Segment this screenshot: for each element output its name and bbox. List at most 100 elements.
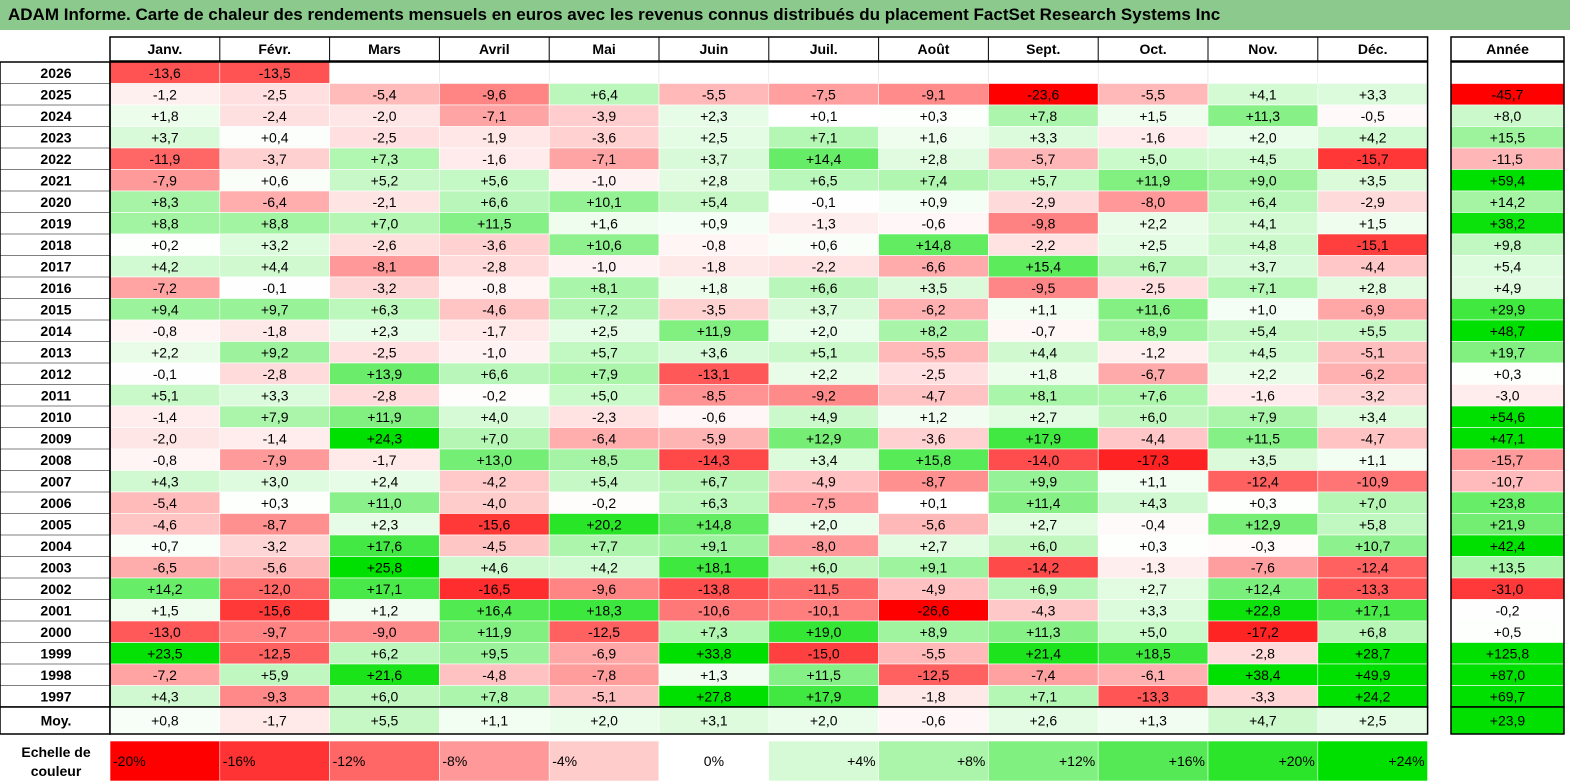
cell-value: -13,6: [149, 65, 181, 81]
average-cell: [988, 706, 1099, 735]
cell-value: +2,7: [1029, 516, 1057, 532]
cell-value: -1,3: [1141, 559, 1165, 575]
cell-value: -16,5: [478, 581, 510, 597]
cell-value: +6,3: [371, 301, 399, 317]
cell-value: -1,9: [482, 129, 506, 145]
cell-value: +11,3: [1246, 108, 1281, 124]
cell-value: -6,4: [263, 194, 287, 210]
cell-value: -7,4: [1031, 667, 1055, 683]
cell-value: -13,3: [1137, 688, 1169, 704]
cell-value: -6,2: [921, 301, 945, 317]
cell-value: -9,0: [372, 624, 396, 640]
column-header: Mars: [368, 41, 401, 57]
cell-value: +11,4: [1026, 495, 1061, 511]
cell-value: -0,6: [921, 215, 945, 231]
cell-value: -9,1: [921, 86, 945, 102]
cell-value: +3,7: [151, 129, 179, 145]
cell-value: +7,6: [1139, 387, 1167, 403]
cell-value: +5,1: [810, 344, 838, 360]
cell-value: -0,8: [482, 280, 506, 296]
cell-value: -2,0: [153, 430, 177, 446]
cell-value: +0,6: [261, 172, 289, 188]
cell-value: -17,3: [1137, 452, 1169, 468]
cell-value: -2,0: [372, 108, 396, 124]
year-value: +38,2: [1490, 215, 1526, 231]
cell-value: +3,4: [810, 452, 838, 468]
row-label: 2026: [40, 65, 71, 81]
cell-value: -0,6: [702, 409, 726, 425]
cell-value: +23,5: [147, 645, 183, 661]
cell-value: +6,4: [590, 86, 618, 102]
cell-value: +17,1: [1355, 602, 1391, 618]
cell-value: -0,7: [1031, 323, 1055, 339]
year-value: +19,7: [1490, 344, 1526, 360]
cell-value: +3,6: [700, 344, 728, 360]
cell-value: -2,9: [1031, 194, 1055, 210]
cell-value: +2,0: [810, 516, 838, 532]
year-value: +29,9: [1490, 301, 1526, 317]
cell-value: -4,4: [1361, 258, 1385, 274]
cell-value: +6,3: [700, 495, 728, 511]
cell-value: -1,2: [153, 86, 177, 102]
average-value: +2,5: [1359, 713, 1387, 729]
cell-value: +2,8: [920, 151, 948, 167]
cell-value: -3,6: [921, 430, 945, 446]
cell-value: +2,2: [151, 344, 179, 360]
cell-value: -4,7: [921, 387, 945, 403]
cell-value: -8,0: [1141, 194, 1165, 210]
cell-value: -7,9: [263, 452, 287, 468]
row-label: 2011: [41, 387, 72, 403]
cell-value: +5,7: [590, 344, 618, 360]
cell-value: +0,9: [700, 215, 728, 231]
cell-value: -3,3: [1251, 688, 1275, 704]
cell-value: +5,2: [371, 172, 399, 188]
cell-value: +15,8: [916, 452, 952, 468]
average-value: +5,5: [371, 713, 399, 729]
row-label: 2012: [40, 366, 71, 382]
cell-value: -13,1: [698, 366, 730, 382]
average-value: +4,7: [1249, 713, 1277, 729]
cell-value: +0,3: [1249, 495, 1277, 511]
cell-value: +11,9: [477, 624, 512, 640]
column-header: Janv.: [148, 41, 183, 57]
cell-value: -12,0: [259, 581, 291, 597]
cell-value: +0,2: [151, 237, 179, 253]
cell-value: -0,3: [1251, 538, 1275, 554]
cell-value: -15,7: [1357, 151, 1389, 167]
cell-value: -4,6: [482, 301, 506, 317]
year-value: -3,0: [1495, 387, 1519, 403]
cell-value: -12,5: [918, 667, 950, 683]
cell-value: +11,3: [1026, 624, 1061, 640]
cell-value: -12,4: [1357, 559, 1389, 575]
row-label: 2020: [40, 194, 71, 210]
scale-swatch: [219, 740, 330, 782]
cell-value: +17,1: [367, 581, 403, 597]
cell-value: +1,1: [1029, 301, 1057, 317]
average-cell: [329, 706, 440, 735]
empty-cell: [988, 61, 1099, 84]
cell-value: +2,7: [920, 538, 948, 554]
scale-swatch: [548, 740, 660, 782]
cell-value: -13,0: [149, 624, 181, 640]
cell-value: -3,6: [592, 129, 616, 145]
cell-value: -1,8: [263, 323, 287, 339]
cell-value: +8,1: [590, 280, 618, 296]
cell-value: -2,5: [372, 344, 396, 360]
cell-value: +11,9: [1136, 172, 1171, 188]
scale-swatch: [109, 740, 221, 782]
average-value: -0,6: [921, 713, 945, 729]
average-value: +1,1: [480, 713, 508, 729]
column-header: Mai: [592, 41, 615, 57]
cell-value: -9,2: [812, 387, 836, 403]
cell-value: -3,2: [263, 538, 287, 554]
cell-value: +12,4: [1245, 581, 1281, 597]
year-value: +69,7: [1490, 688, 1526, 704]
cell-value: -8,0: [812, 538, 836, 554]
scale-swatch: [878, 740, 989, 782]
cell-value: -9,3: [263, 688, 287, 704]
cell-value: -7,1: [592, 151, 616, 167]
cell-value: +1,2: [371, 602, 399, 618]
cell-value: -13,3: [1357, 581, 1389, 597]
cell-value: +5,6: [480, 172, 508, 188]
